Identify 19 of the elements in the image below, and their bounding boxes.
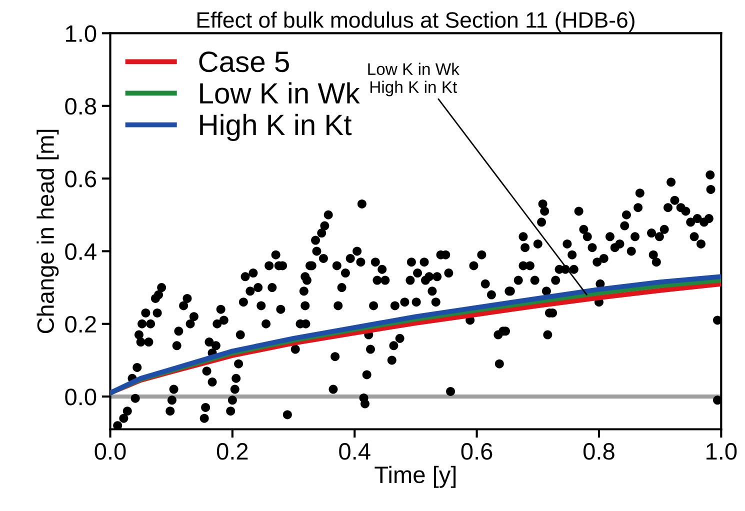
annotation: Low K in Wk High K in Kt <box>368 62 460 96</box>
y-tick-label: 1.0 <box>66 25 96 42</box>
legend-label: High K in Kt <box>200 114 352 142</box>
chart-title: Effect of bulk modulus at Section 11 (HDB-6) <box>197 12 634 32</box>
x-tick-label: 0.8 <box>583 443 614 460</box>
legend-label: Low K in Wk <box>200 82 360 104</box>
x-axis-title: Time [y] <box>374 466 456 488</box>
y-tick-label: 0.4 <box>65 243 96 260</box>
y-tick-label: 0.0 <box>65 388 96 406</box>
y-tick-label: 0.8 <box>65 98 96 115</box>
x-tick-label: 0.2 <box>216 443 248 460</box>
y-tick-label: 0.2 <box>65 316 96 333</box>
x-tick-label: 1.0 <box>706 443 737 460</box>
x-tick-label: 0.0 <box>94 443 126 460</box>
y-tick-label: 0.6 <box>65 170 96 188</box>
legend-label: Case 5 <box>199 51 289 72</box>
x-tick-label: 0.6 <box>461 443 492 460</box>
y-axis-title: Change in head [m] <box>36 130 59 334</box>
x-tick-label: 0.4 <box>339 443 370 460</box>
